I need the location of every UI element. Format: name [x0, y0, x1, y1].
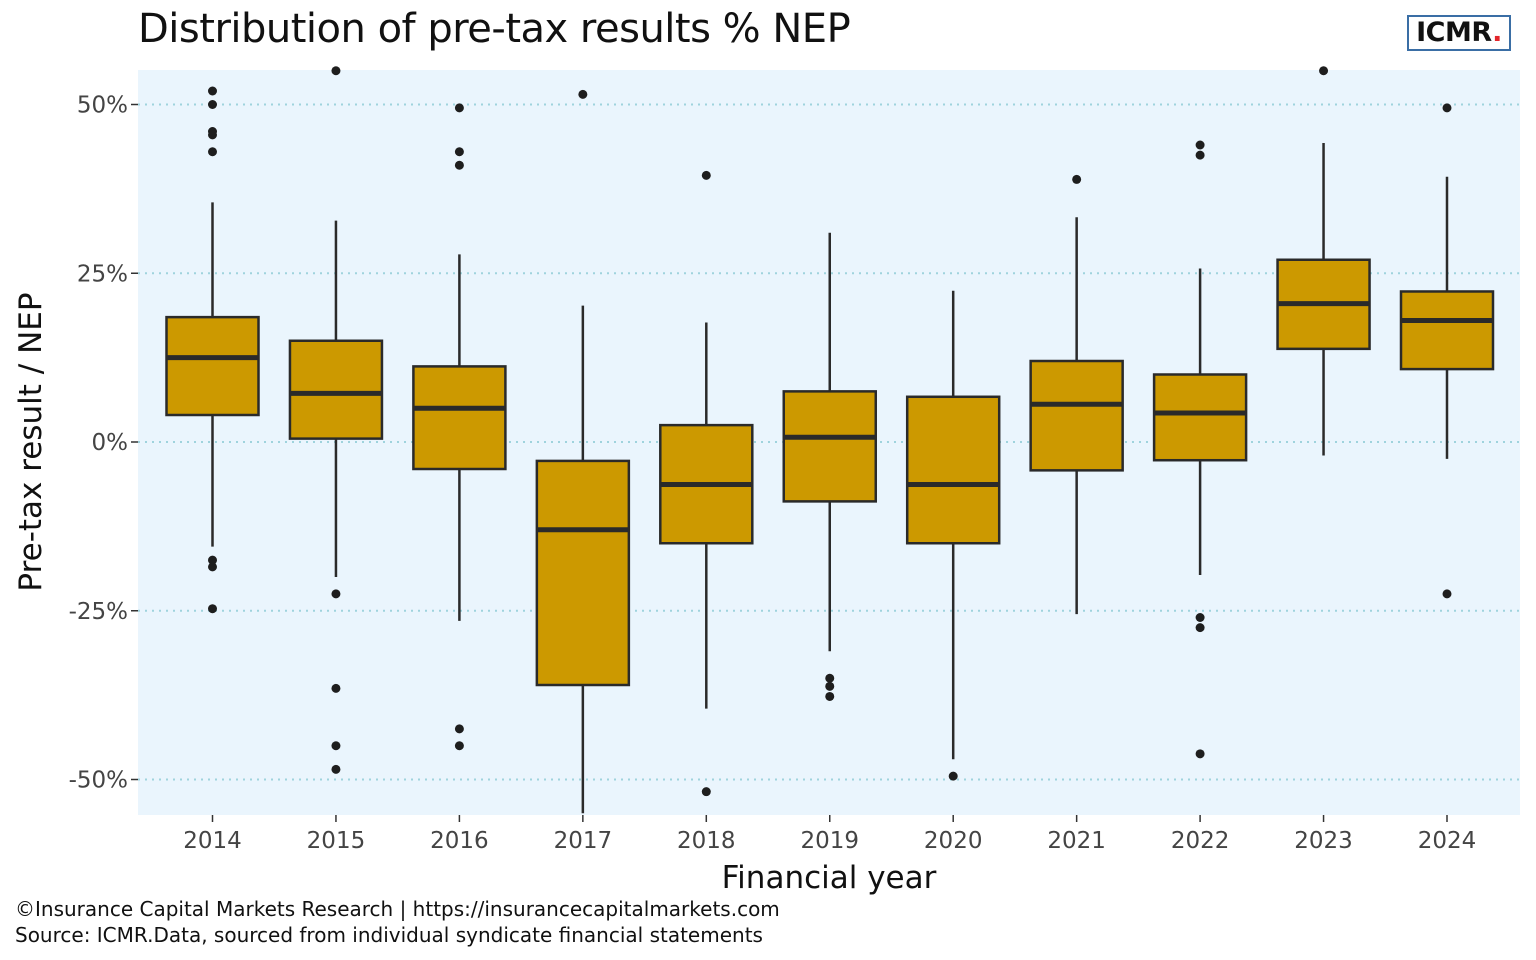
chart-title: Distribution of pre-tax results % NEP [138, 6, 851, 52]
x-axis: 2014 2015 2016 2017 2018 2019 2020 2021 2022 2023… [183, 815, 1476, 854]
icmr-logo: ICMR. [1407, 15, 1511, 51]
x-tick-label: 2017 [554, 828, 613, 854]
iqr-box [905, 395, 1001, 545]
outlier-point [454, 724, 464, 734]
outlier-point [701, 787, 711, 797]
y-axis: 50% 25% 0% -25% -50% [69, 93, 138, 794]
footer-source: Source: ICMR.Data, sourced from individu… [15, 923, 763, 947]
box-2020 [905, 290, 1001, 781]
boxes [165, 66, 1495, 814]
outlier-point [208, 604, 217, 614]
outlier-point [454, 103, 464, 113]
outlier-point [454, 741, 464, 751]
outlier-point [331, 683, 341, 693]
outlier-point [208, 86, 217, 96]
box-2017 [535, 89, 631, 814]
iqr-box [1399, 290, 1495, 371]
outlier-point [1195, 749, 1205, 759]
footer: ©Insurance Capital Markets Research | ht… [15, 896, 780, 948]
outlier-point [578, 89, 588, 99]
x-tick-label: 2018 [677, 828, 736, 854]
outlier-point [1195, 140, 1205, 150]
box-2016 [412, 103, 507, 751]
outlier-point [1195, 613, 1205, 622]
outlier-point [1195, 623, 1205, 633]
footer-credit: ©Insurance Capital Markets Research | ht… [15, 897, 780, 921]
x-tick-label: 2021 [1047, 828, 1106, 854]
iqr-box [782, 390, 877, 503]
box-2019 [782, 232, 877, 701]
outlier-point [825, 691, 835, 701]
box-2022 [1152, 140, 1248, 759]
x-tick-label: 2015 [307, 828, 366, 854]
iqr-box [1152, 373, 1248, 462]
outlier-point [825, 681, 835, 691]
outlier-point [948, 771, 958, 781]
outlier-point [701, 170, 711, 180]
y-axis-title: Pre-tax result / NEP [13, 292, 49, 591]
outlier-point [208, 555, 217, 565]
y-tick-label: -25% [69, 599, 128, 625]
y-tick-label: -50% [69, 768, 128, 794]
x-tick-label: 2016 [430, 828, 489, 854]
outlier-point [454, 160, 464, 170]
outlier-point [331, 741, 341, 751]
outlier-point [331, 66, 341, 76]
logo-text: ICMR [1416, 17, 1493, 48]
box-2021 [1029, 174, 1124, 615]
outlier-point [1442, 589, 1452, 599]
iqr-box [288, 339, 384, 440]
outlier-point [208, 147, 217, 157]
outlier-point [1195, 150, 1205, 160]
box-2014 [165, 86, 260, 614]
logo-dot: . [1492, 17, 1502, 48]
x-tick-label: 2022 [1171, 828, 1230, 854]
x-axis-title: Financial year [722, 860, 937, 896]
iqr-box [412, 365, 507, 471]
x-tick-label: 2024 [1418, 828, 1477, 854]
x-tick-label: 2020 [924, 828, 983, 854]
outlier-point [1319, 66, 1329, 76]
x-tick-label: 2023 [1294, 828, 1353, 854]
outlier-point [454, 147, 464, 157]
outlier-point [331, 764, 341, 774]
iqr-box [1029, 359, 1124, 472]
box-2018 [659, 170, 754, 797]
outlier-point [825, 673, 835, 683]
iqr-box [165, 315, 260, 417]
y-tick-label: 50% [77, 93, 128, 119]
x-tick-label: 2019 [800, 828, 859, 854]
boxplot-chart: 50%25%0%-25%-50% 2014 2015 2016 2017 2018 201… [13, 66, 1520, 896]
y-tick-label: 0% [92, 430, 129, 456]
outlier-point [208, 562, 217, 572]
box-2015 [288, 66, 384, 774]
outlier-point [208, 100, 217, 109]
outlier-point [1442, 103, 1452, 113]
box-2024 [1399, 103, 1495, 599]
outlier-point [208, 130, 217, 140]
x-tick-label: 2014 [183, 828, 242, 854]
outlier-point [331, 589, 341, 599]
outlier-point [1072, 174, 1082, 184]
box-2023 [1276, 66, 1371, 456]
iqr-box [535, 459, 631, 687]
y-tick-label: 25% [77, 261, 128, 287]
